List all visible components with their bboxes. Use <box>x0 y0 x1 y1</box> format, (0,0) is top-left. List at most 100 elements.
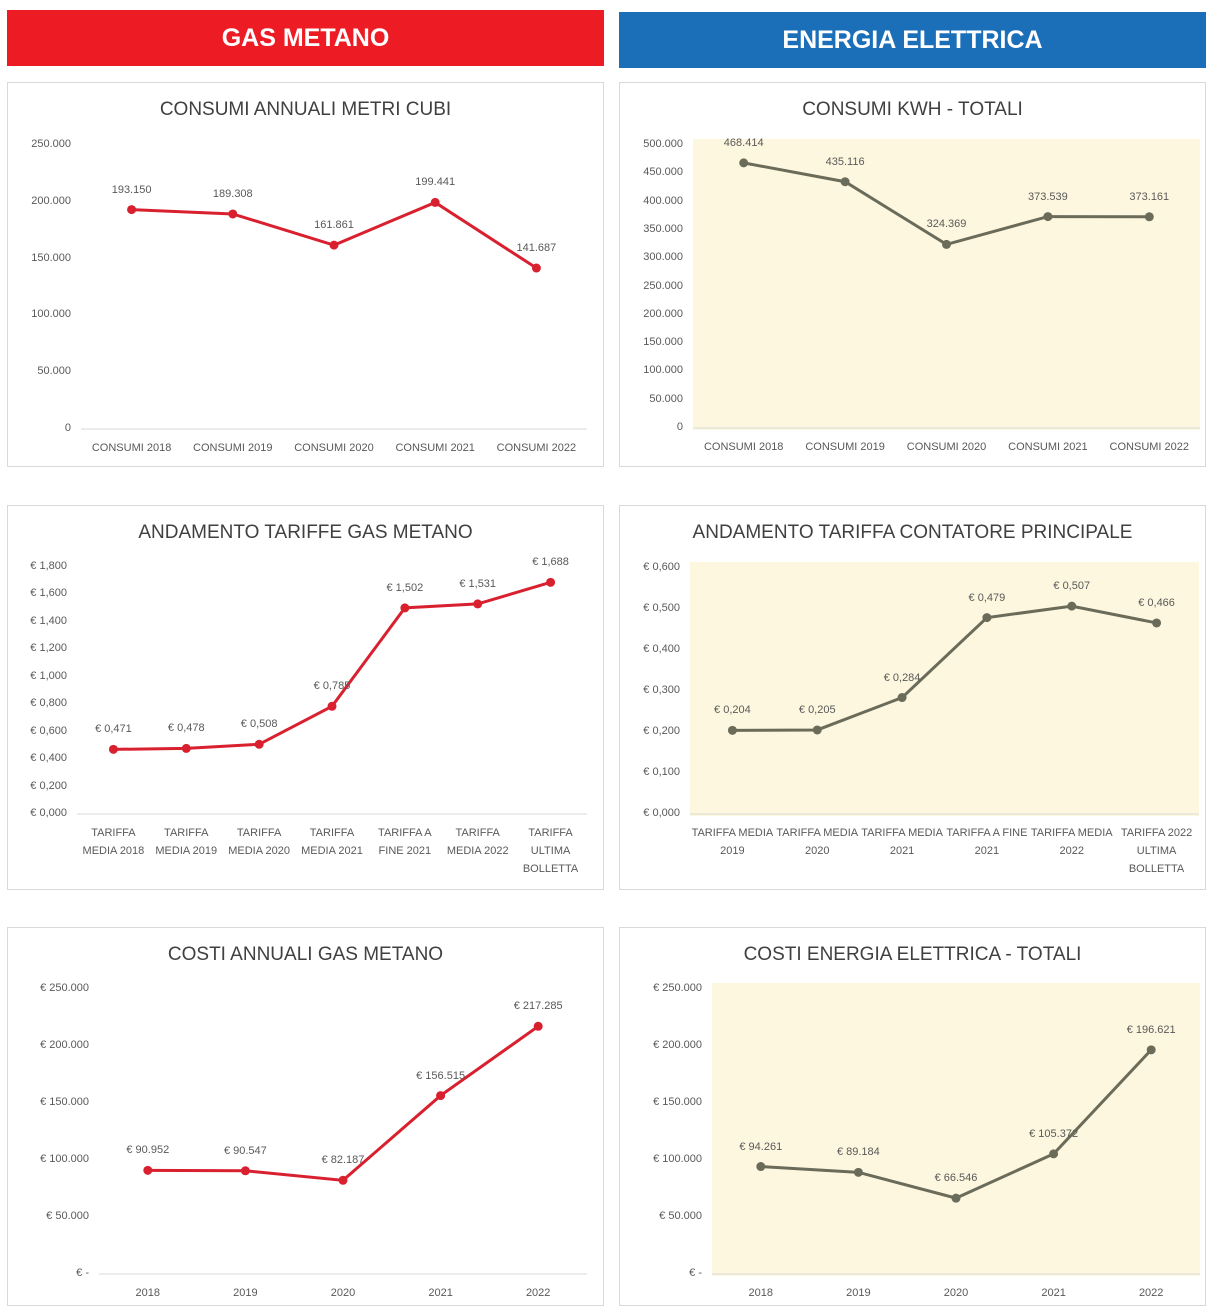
data-point <box>240 1166 250 1176</box>
x-tick-label: CONSUMI 2018 <box>91 442 172 454</box>
data-point <box>127 205 137 215</box>
data-point <box>338 1175 348 1185</box>
y-tick-label: € 150.000 <box>40 1096 89 1108</box>
data-point <box>329 240 339 250</box>
data-label: 161.861 <box>314 219 354 232</box>
x-tick-label: CONSUMI 2019 <box>805 441 885 453</box>
section-header: ENERGIA ELETTRICA <box>619 12 1206 68</box>
data-label: 141.687 <box>516 242 557 255</box>
y-tick-label: € 1,600 <box>30 587 67 600</box>
data-label: € 1,688 <box>532 556 569 569</box>
y-tick-label: 250.000 <box>643 279 683 292</box>
y-tick-label: € 50.000 <box>659 1210 702 1222</box>
data-point <box>327 701 337 711</box>
y-tick-label: 100.000 <box>31 308 71 321</box>
data-point <box>727 725 737 735</box>
y-tick-label: 50.000 <box>649 392 683 405</box>
y-tick-label: € 0,100 <box>643 766 680 778</box>
y-tick-label: € - <box>689 1267 702 1279</box>
data-label: € 66.546 <box>934 1172 978 1185</box>
data-point <box>1152 618 1162 628</box>
data-point <box>1146 1045 1156 1055</box>
data-label: € 0,479 <box>968 591 1006 604</box>
x-tick-label: TARIFFA MEDIA 2022 <box>446 827 509 857</box>
plot-background <box>693 139 1200 430</box>
y-tick-label: € 150.000 <box>653 1096 702 1108</box>
chart-panel: COSTI ANNUALI GAS METANO € - € 50.000 € 100… <box>7 927 604 1306</box>
data-label: € 217.285 <box>513 1000 563 1013</box>
x-tick-label: TARIFFA ULTIMA BOLLETTA <box>522 827 579 875</box>
y-tick-label: 150.000 <box>31 251 71 264</box>
x-tick-label: 2021 <box>1041 1287 1066 1299</box>
y-tick-label: € 0,600 <box>643 561 680 573</box>
y-tick-label: 350.000 <box>643 222 683 235</box>
x-tick-label: TARIFFA MEDIA 2019 <box>691 827 774 857</box>
data-label: € 1,531 <box>459 577 497 590</box>
y-tick-label: 500.000 <box>643 138 683 150</box>
x-tick-label: CONSUMI 2021 <box>1008 441 1088 453</box>
y-tick-label: € 1,200 <box>30 642 67 655</box>
y-tick-label: 200.000 <box>643 307 683 320</box>
data-point <box>473 599 483 609</box>
x-tick-label: TARIFFA MEDIA 2021 <box>861 827 943 857</box>
chart-panel: ANDAMENTO TARIFFE GAS METANO € 0,000 € 0,2… <box>7 505 604 890</box>
data-label: € 1,502 <box>386 581 424 594</box>
data-point <box>1043 212 1053 222</box>
x-tick-label: CONSUMI 2021 <box>395 442 475 454</box>
y-tick-label: € 0,200 <box>643 725 680 737</box>
chart-svg <box>77 561 587 816</box>
data-label: € 0,466 <box>1138 596 1175 609</box>
y-tick-label: 0 <box>676 421 683 433</box>
plot-background <box>690 562 1199 816</box>
y-tick-label: 450.000 <box>643 166 683 179</box>
data-point <box>951 1193 961 1203</box>
y-tick-label: € 100.000 <box>40 1153 89 1165</box>
data-label: € 82.187 <box>321 1154 365 1167</box>
data-point <box>108 744 118 754</box>
x-tick-label: TARIFFA A FINE 2021 <box>946 827 1028 857</box>
data-label: 199.441 <box>415 176 456 189</box>
data-line <box>732 604 1157 732</box>
data-point <box>533 1021 543 1031</box>
y-tick-label: € 1,400 <box>30 614 67 627</box>
y-tick-label: € 1,800 <box>30 560 67 572</box>
data-point <box>436 1091 446 1101</box>
data-point <box>1144 212 1154 222</box>
data-label: € 196.621 <box>1126 1023 1176 1036</box>
y-tick-label: 0 <box>64 422 71 434</box>
data-point <box>181 743 191 753</box>
data-label: 324.369 <box>926 218 967 231</box>
x-tick-label: 2020 <box>943 1287 969 1299</box>
y-tick-label: 50.000 <box>37 365 71 378</box>
plot-background <box>77 561 587 816</box>
data-point <box>1067 601 1077 611</box>
data-label: 468.414 <box>723 136 764 149</box>
chart-svg <box>690 562 1199 816</box>
data-point <box>546 577 556 587</box>
data-label: 193.150 <box>111 183 152 196</box>
x-tick-label: 2019 <box>233 1287 258 1299</box>
plot-background <box>712 983 1200 1276</box>
data-point <box>942 239 951 249</box>
chart-panel: CONSUMI KWH - TOTALI 0 50.000 100.000 150.00… <box>619 82 1206 467</box>
x-tick-label: CONSUMI 2022 <box>1109 441 1190 453</box>
data-point <box>756 1162 766 1172</box>
x-tick-label: CONSUMI 2020 <box>906 441 987 453</box>
chart-title: ANDAMENTO TARIFFA CONTATORE PRINCIPALE <box>692 522 1133 543</box>
chart-title: CONSUMI ANNUALI METRI CUBI <box>159 99 452 120</box>
x-tick-label: CONSUMI 2019 <box>193 442 273 454</box>
x-tick-label: 2021 <box>428 1287 453 1299</box>
data-point <box>982 613 992 623</box>
chart-panel: CONSUMI ANNUALI METRI CUBI 0 50.000 100.000… <box>7 82 604 467</box>
x-tick-label: TARIFFA MEDIA 2018 <box>82 827 145 857</box>
y-tick-label: € 1,000 <box>30 669 67 682</box>
y-tick-label: € 0,000 <box>30 807 67 819</box>
chart-title: ANDAMENTO TARIFFE GAS METANO <box>138 522 473 543</box>
y-tick-label: 150.000 <box>643 336 683 349</box>
y-tick-label: € 0,300 <box>643 684 680 696</box>
x-tick-label: TARIFFA MEDIA 2020 <box>776 827 859 857</box>
y-tick-label: 250.000 <box>31 138 71 150</box>
chart-panel: ANDAMENTO TARIFFA CONTATORE PRINCIPALE € … <box>619 505 1206 890</box>
data-point <box>1049 1149 1059 1159</box>
data-point <box>430 197 440 207</box>
